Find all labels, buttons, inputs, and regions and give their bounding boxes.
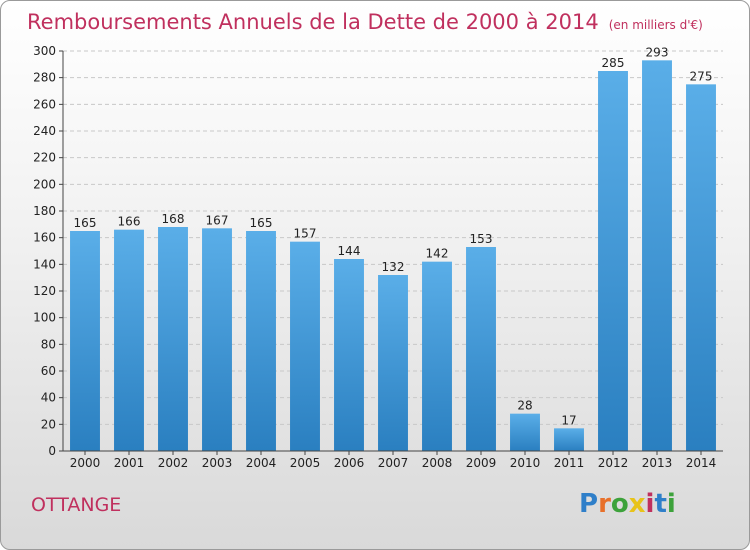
bar-2007	[378, 275, 408, 451]
logo-letter: i	[666, 489, 676, 519]
bar-value-label: 142	[426, 247, 449, 261]
bar-2008	[422, 261, 452, 451]
bar-2010	[510, 413, 540, 451]
y-tick-label: 220	[33, 151, 56, 165]
logo-letter: t	[654, 489, 667, 519]
y-tick-label: 280	[33, 71, 56, 85]
bar-2013	[642, 60, 672, 451]
x-tick-label: 2001	[114, 456, 145, 470]
bar-value-label: 132	[382, 260, 405, 274]
x-tick-label: 2005	[290, 456, 321, 470]
y-tick-label: 0	[48, 444, 56, 458]
x-tick-label: 2003	[202, 456, 233, 470]
bar-2001	[114, 229, 144, 451]
y-tick-label: 200	[33, 177, 56, 191]
y-tick-label: 80	[41, 337, 56, 351]
x-tick-label: 2000	[70, 456, 101, 470]
logo-letter: i	[645, 489, 655, 519]
chart-title-text: Remboursements Annuels de la Dette de 20…	[27, 10, 599, 34]
y-tick-label: 40	[41, 391, 56, 405]
y-tick-label: 180	[33, 204, 56, 218]
y-tick-label: 300	[33, 44, 56, 58]
bar-value-label: 165	[250, 216, 273, 230]
y-tick-label: 260	[33, 97, 56, 111]
y-tick-label: 60	[41, 364, 56, 378]
x-tick-label: 2002	[158, 456, 189, 470]
bar-2012	[598, 71, 628, 451]
city-name: OTTANGE	[31, 494, 122, 516]
y-tick-label: 20	[41, 417, 56, 431]
x-tick-label: 2010	[510, 456, 541, 470]
y-tick-label: 140	[33, 257, 56, 271]
logo-letter: r	[598, 489, 611, 519]
bar-value-label: 28	[517, 399, 532, 413]
y-tick-label: 100	[33, 311, 56, 325]
x-tick-label: 2004	[246, 456, 277, 470]
y-axis: 0 20 40 60 80 100 120 140 160 180 200 220 240 260 280 3…	[33, 44, 64, 458]
logo-letter: P	[579, 489, 599, 519]
bar-2000	[70, 231, 100, 451]
x-tick-label: 2007	[378, 456, 409, 470]
logo-letter: x	[628, 489, 646, 519]
x-tick-label: 2011	[554, 456, 585, 470]
bar-value-label: 17	[561, 413, 576, 427]
bar-2002	[158, 227, 188, 451]
bars: 165 166 168 167 165 157 144 132 142 153 28 17 285 293…	[70, 45, 716, 451]
x-tick-label: 2006	[334, 456, 365, 470]
y-tick-label: 160	[33, 231, 56, 245]
bar-value-label: 167	[206, 213, 229, 227]
bar-value-label: 144	[338, 244, 361, 258]
y-tick-label: 120	[33, 284, 56, 298]
bar-value-label: 293	[646, 45, 669, 59]
bar-value-label: 157	[294, 227, 317, 241]
bar-value-label: 166	[118, 215, 141, 229]
bar-2004	[246, 231, 276, 451]
bar-2003	[202, 228, 232, 451]
bar-value-label: 153	[470, 232, 493, 246]
y-tick-label: 240	[33, 124, 56, 138]
logo-letter: o	[610, 489, 629, 519]
bar-value-label: 165	[74, 216, 97, 230]
bar-2005	[290, 241, 320, 451]
chart-unit: (en milliers d'€)	[608, 18, 703, 32]
bar-2014	[686, 84, 716, 451]
proxiti-logo: Proxiti	[579, 489, 676, 519]
x-tick-label: 2008	[422, 456, 453, 470]
bar-2006	[334, 259, 364, 451]
x-tick-label: 2014	[686, 456, 717, 470]
bar-2011	[554, 428, 584, 451]
chart-title: Remboursements Annuels de la Dette de 20…	[27, 10, 703, 34]
x-axis: 2000 2001 2002 2003 2004 2005 2006 2007 2008 2009…	[63, 450, 723, 470]
bar-2009	[466, 247, 496, 451]
bar-value-label: 285	[602, 56, 625, 70]
x-tick-label: 2012	[598, 456, 629, 470]
bar-value-label: 168	[162, 212, 185, 226]
x-tick-label: 2013	[642, 456, 673, 470]
bar-value-label: 275	[690, 69, 713, 83]
x-tick-label: 2009	[466, 456, 497, 470]
